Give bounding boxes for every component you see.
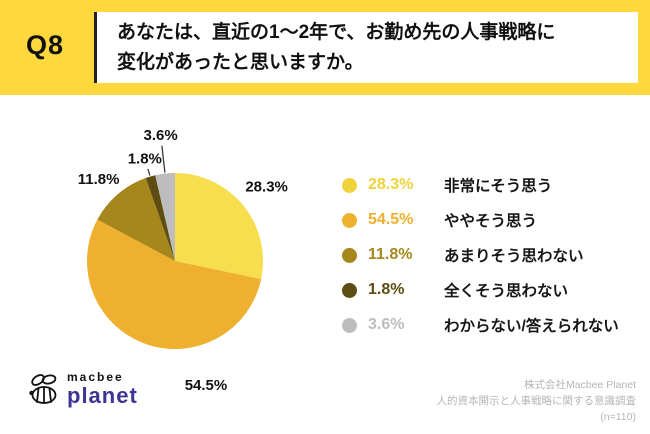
legend-color-dot: [342, 212, 357, 228]
pie-slice-0: [175, 173, 264, 280]
legend-color-dot: [342, 177, 357, 193]
legend: 28.3% 非常にそう思う 54.5% ややそう思う 11.8% あまりそう思わ…: [342, 174, 619, 349]
legend-item: 54.5% ややそう思う: [342, 209, 619, 231]
legend-item: 3.6% わからない/答えられない: [342, 314, 619, 336]
legend-item: 28.3% 非常にそう思う: [342, 174, 619, 196]
legend-label: あまりそう思わない: [444, 248, 584, 265]
legend-label: ややそう思う: [444, 213, 538, 230]
logo-planet-text: planet: [67, 383, 138, 408]
pie-chart-svg: 28.3% 54.5% 11.8% 1.8% 3.6%: [78, 127, 288, 394]
pie-slice-3: [145, 175, 175, 261]
legend-color-dot: [342, 247, 357, 263]
credit-company: 株式会社Macbee Planet: [523, 379, 636, 391]
pie-value-label: 1.8%: [128, 150, 162, 167]
pie-value-label: 11.8%: [78, 171, 120, 188]
pie-slice-1: [87, 219, 262, 349]
question-text-line2: 変化があったと思いますか。: [117, 51, 364, 73]
question-box: あなたは、直近の1〜2年で、お勤め先の人事戦略に 変化があったと思いますか。: [94, 12, 638, 83]
logo-macbee-text: macbee: [67, 370, 124, 384]
credit-survey-name: 人的資本開示と人事戦略に関する意識調査: [436, 394, 637, 407]
label-leader-line: [147, 168, 151, 176]
legend-percent: 28.3%: [368, 176, 414, 193]
credit-sample-size: (n=110): [600, 410, 636, 423]
legend-label: 全くそう思わない: [444, 283, 569, 300]
bee-icon: [29, 373, 57, 404]
logo-text: macbee planet: [67, 370, 138, 409]
pie-value-label: 28.3%: [245, 179, 288, 196]
legend-color-dot: [342, 317, 357, 333]
legend-item: 1.8% 全くそう思わない: [342, 279, 619, 301]
pie-value-label: 54.5%: [185, 377, 228, 394]
pie-slice-2: [97, 178, 175, 261]
pie-slice-4: [155, 173, 175, 261]
legend-percent: 11.8%: [368, 246, 413, 263]
legend-color-dot: [342, 282, 357, 298]
question-number: Q8: [26, 30, 65, 60]
label-leader-line: [161, 145, 166, 173]
legend-label: 非常にそう思う: [444, 178, 553, 195]
pie-value-label: 3.6%: [144, 127, 178, 144]
macbee-planet-logo: macbee planet: [24, 370, 138, 409]
legend-percent: 54.5%: [368, 211, 414, 228]
legend-percent: 1.8%: [368, 281, 405, 298]
legend-percent: 3.6%: [368, 316, 405, 333]
legend-item: 11.8% あまりそう思わない: [342, 244, 619, 266]
survey-credits: 株式会社Macbee Planet 人的資本開示と人事戦略に関する意識調査 (n…: [437, 378, 637, 425]
legend-label: わからない/答えられない: [444, 318, 619, 335]
question-text-line1: あなたは、直近の1〜2年で、お勤め先の人事戦略に: [117, 22, 556, 44]
pie-chart: 28.3% 54.5% 11.8% 1.8% 3.6%: [10, 96, 340, 426]
